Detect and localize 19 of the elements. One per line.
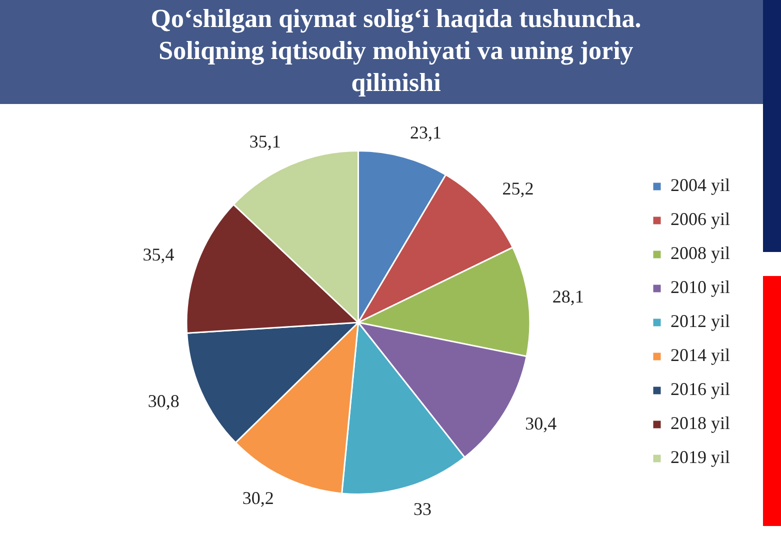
legend-label: 2010 yil (670, 277, 730, 298)
legend-label: 2008 yil (670, 243, 730, 264)
data-label: 35,1 (249, 131, 281, 152)
data-label: 25,2 (502, 178, 534, 199)
data-label: 33 (413, 499, 432, 520)
chart-title: Qo‘shilgan qiymat solig‘i haqida tushuncha. Soliqning iqtisodiy mohiyati va uning joriy qilinishi (150, 3, 642, 99)
legend-label: 2004 yil (670, 175, 730, 196)
legend-label: 2019 yil (670, 447, 730, 468)
legend-label: 2014 yil (670, 345, 730, 366)
legend-label: 2012 yil (670, 311, 730, 332)
data-label: 28,1 (552, 286, 584, 306)
legend-label: 2006 yil (670, 209, 730, 230)
data-label: 23,1 (410, 122, 442, 142)
legend-label: 2018 yil (670, 413, 730, 434)
data-label: 30,8 (148, 390, 180, 411)
legend-label: 2016 yil (670, 379, 730, 400)
data-label: 35,4 (142, 244, 174, 264)
data-label: 30,2 (242, 488, 274, 508)
data-label: 30,4 (525, 414, 557, 434)
